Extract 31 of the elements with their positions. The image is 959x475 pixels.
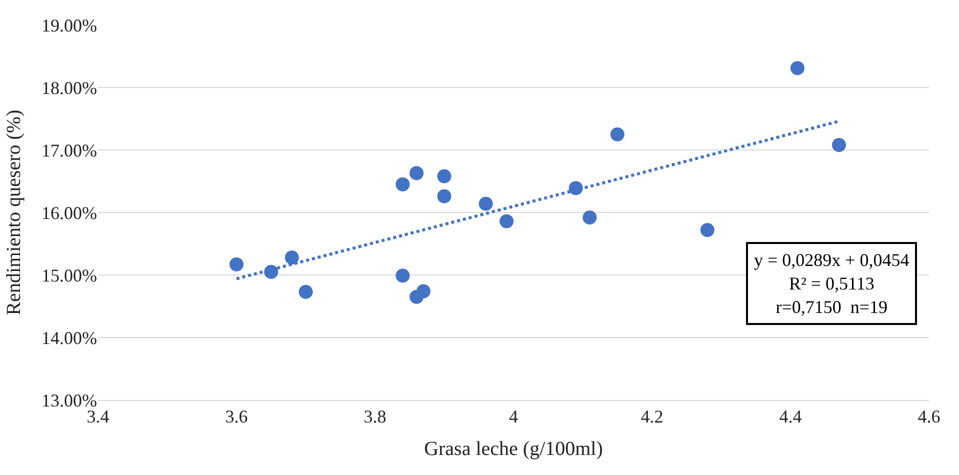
x-tick-label: 3.8 <box>364 406 386 427</box>
point <box>478 196 493 211</box>
x-tick-label: 4.4 <box>779 406 802 427</box>
x-tick-label: 3.6 <box>225 406 248 427</box>
point <box>284 250 299 264</box>
point <box>416 284 430 298</box>
point <box>298 284 313 299</box>
y-tick-label: 16.00% <box>42 202 97 223</box>
point <box>832 138 846 152</box>
point <box>410 166 424 180</box>
point <box>790 61 804 76</box>
x-tick-label: 4.2 <box>640 406 664 427</box>
x-tick-label: 4.6 <box>918 406 940 427</box>
point <box>582 210 597 224</box>
y-tick-label: 17.00% <box>42 140 97 160</box>
y-tick-label: 19.00% <box>42 15 97 36</box>
annotation: y = 0,0289x + 0,0454 R² = 0,5113 r=0,7150 n=19 <box>754 250 910 317</box>
y-tick-label: 15.00% <box>42 265 97 286</box>
point <box>437 189 452 204</box>
y-axis-title: Rendimiento quesero (%) <box>3 110 25 316</box>
y-tick-label: 14.00% <box>42 328 97 348</box>
point <box>230 257 244 272</box>
point <box>500 214 514 228</box>
x-axis-title: Grasa leche (g/100ml) <box>424 438 603 460</box>
point <box>610 127 624 142</box>
point <box>396 177 410 192</box>
point <box>700 223 714 237</box>
point <box>437 169 452 184</box>
y-tick-label: 18.00% <box>42 78 97 98</box>
point <box>396 268 410 283</box>
x-tick-label: 4 <box>509 406 518 427</box>
